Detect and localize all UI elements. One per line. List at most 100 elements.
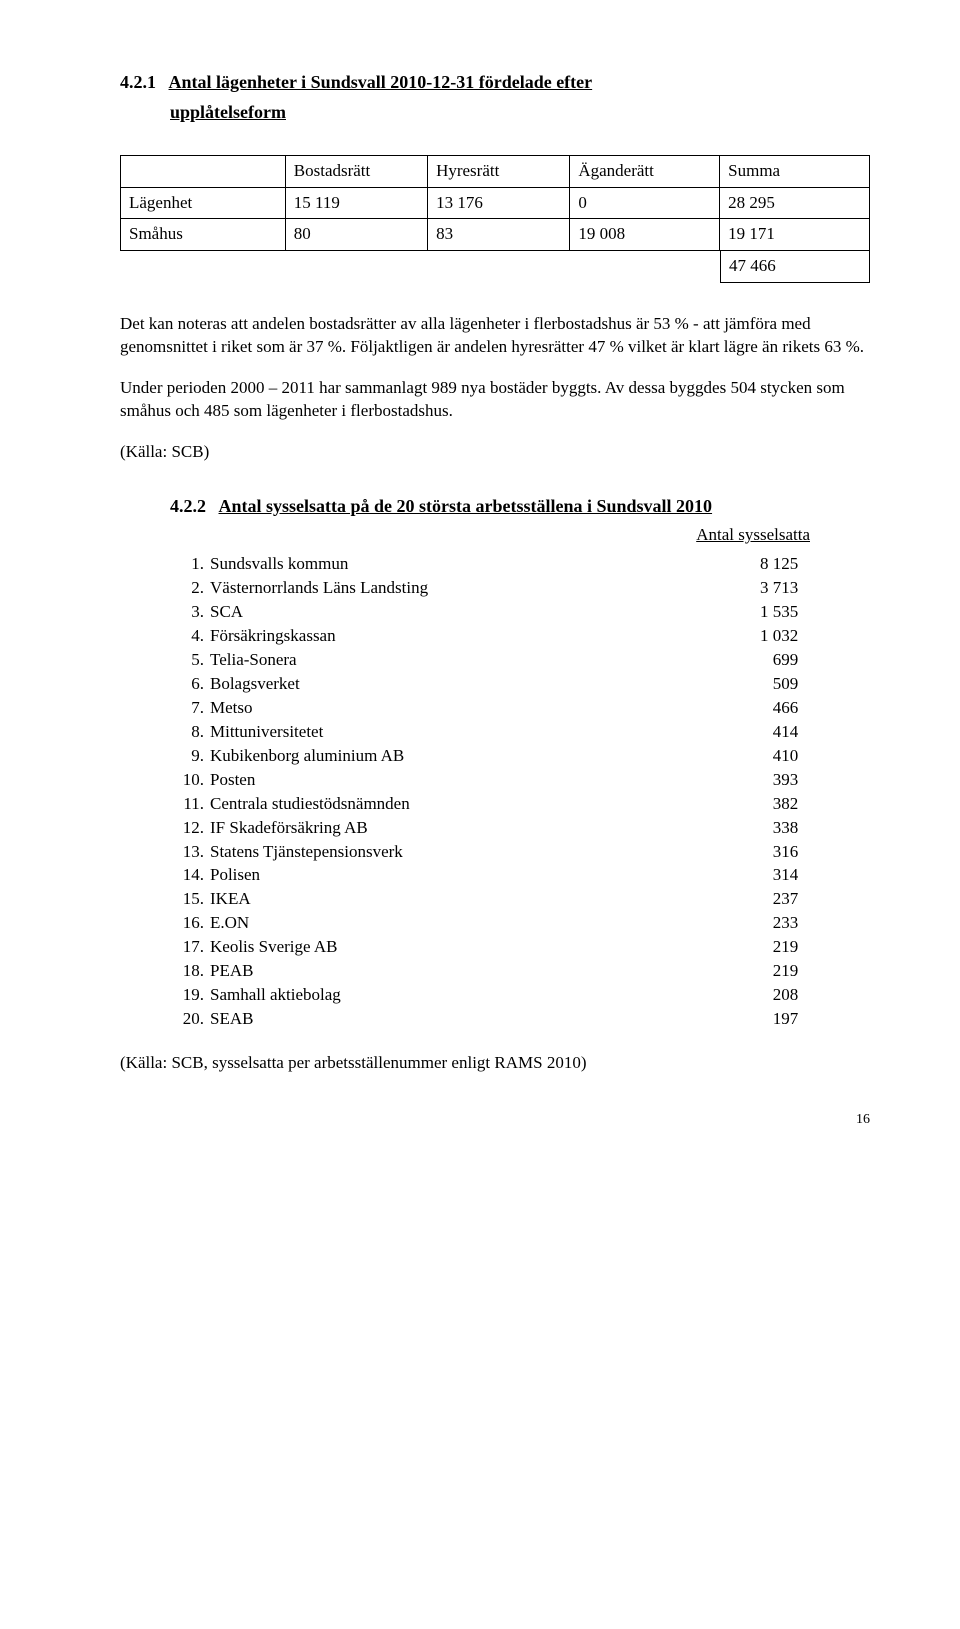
list-item: 13.Statens Tjänstepensionsverk 316 [170,841,870,865]
list-item: 20.SEAB 197 [170,1008,870,1032]
list-item-number: 1. [170,553,210,577]
list-item: 10.Posten 393 [170,769,870,793]
cell: 19 171 [720,219,870,251]
list-item: 7.Metso 466 [170,697,870,721]
list-item-value: 3 713 [760,577,870,601]
list-item-number: 10. [170,769,210,793]
list-item-value: 8 125 [760,553,870,577]
list-item-number: 4. [170,625,210,649]
list-item-name: Posten [210,769,760,793]
list-item-name: Försäkringskassan [210,625,760,649]
list-item: 11.Centrala studiestödsnämnden 382 [170,793,870,817]
list-item-value: 338 [760,817,870,841]
list-item: 9.Kubikenborg aluminium AB 410 [170,745,870,769]
cell: Småhus [121,219,286,251]
source-note: (Källa: SCB) [120,441,870,464]
list-item-name: Samhall aktiebolag [210,984,760,1008]
list-item: 19.Samhall aktiebolag 208 [170,984,870,1008]
list-item-name: PEAB [210,960,760,984]
total-row: 47 466 [120,251,870,283]
heading-text-line2: upplåtelseform [170,102,286,122]
list-item: 1.Sundsvalls kommun8 125 [170,553,870,577]
list-item: 16.E.ON 233 [170,912,870,936]
list-item-name: Mittuniversitetet [210,721,760,745]
list-item-value: 314 [760,864,870,888]
th-aganderatt: Äganderätt [570,155,720,187]
th-summa: Summa [720,155,870,187]
section-heading-1-line2: upplåtelseform [120,100,870,124]
list-item-value: 197 [760,1008,870,1032]
list-item-number: 11. [170,793,210,817]
list-item-name: Statens Tjänstepensionsverk [210,841,760,865]
list-item-number: 19. [170,984,210,1008]
cell: 13 176 [428,187,570,219]
cell: 0 [570,187,720,219]
list-item-value: 393 [760,769,870,793]
cell: 15 119 [285,187,427,219]
cell: 83 [428,219,570,251]
source-note-2: (Källa: SCB, sysselsatta per arbetsställ… [120,1052,870,1075]
list-item-number: 2. [170,577,210,601]
page-number: 16 [120,1111,870,1130]
list-item-number: 20. [170,1008,210,1032]
list-item-number: 8. [170,721,210,745]
list-item-name: IKEA [210,888,760,912]
list-item-name: Kubikenborg aluminium AB [210,745,760,769]
list-item-name: Centrala studiestödsnämnden [210,793,760,817]
total-cell: 47 466 [720,251,870,283]
list-item-value: 509 [760,673,870,697]
list-item: 15.IKEA 237 [170,888,870,912]
list-item-value: 1 032 [760,625,870,649]
table-header-row: Bostadsrätt Hyresrätt Äganderätt Summa [121,155,870,187]
list-item-name: SCA [210,601,760,625]
employer-list: 1.Sundsvalls kommun8 1252.Västernorrland… [120,553,870,1032]
list-item-number: 9. [170,745,210,769]
list-item-number: 6. [170,673,210,697]
list-item: 5.Telia-Sonera 699 [170,649,870,673]
heading-num: 4.2.2 [170,496,206,516]
th-blank [121,155,286,187]
list-item: 17.Keolis Sverige AB 219 [170,936,870,960]
list-item-name: Metso [210,697,760,721]
list-item-name: SEAB [210,1008,760,1032]
list-item: 18.PEAB 219 [170,960,870,984]
list-item-number: 18. [170,960,210,984]
list-item: 12.IF Skadeförsäkring AB 338 [170,817,870,841]
section-heading-1: 4.2.1 Antal lägenheter i Sundsvall 2010-… [120,70,870,94]
list-item-value: 382 [760,793,870,817]
list-item-number: 13. [170,841,210,865]
list-item: 4.Försäkringskassan1 032 [170,625,870,649]
th-hyresratt: Hyresrätt [428,155,570,187]
list-item-number: 7. [170,697,210,721]
list-item-value: 233 [760,912,870,936]
cell: 28 295 [720,187,870,219]
list-item-name: Polisen [210,864,760,888]
housing-table: Bostadsrätt Hyresrätt Äganderätt Summa L… [120,155,870,252]
list-item-value: 219 [760,960,870,984]
list-item-value: 410 [760,745,870,769]
list-item-number: 14. [170,864,210,888]
list-item-name: IF Skadeförsäkring AB [210,817,760,841]
list-item-name: Telia-Sonera [210,649,760,673]
list-item-value: 237 [760,888,870,912]
list-item-value: 316 [760,841,870,865]
list-item-name: E.ON [210,912,760,936]
table-row: Småhus 80 83 19 008 19 171 [121,219,870,251]
th-bostadsratt: Bostadsrätt [285,155,427,187]
paragraph: Det kan noteras att andelen bostadsrätte… [120,313,870,359]
heading-text: Antal lägenheter i Sundsvall 2010-12-31 … [169,72,593,92]
list-item-value: 699 [760,649,870,673]
list-item-number: 15. [170,888,210,912]
cell: Lägenhet [121,187,286,219]
list-item: 8.Mittuniversitetet 414 [170,721,870,745]
list-item-value: 208 [760,984,870,1008]
col-header-employed: Antal sysselsatta [696,524,810,547]
heading-text: Antal sysselsatta på de 20 största arbet… [219,496,713,516]
table-row: Lägenhet 15 119 13 176 0 28 295 [121,187,870,219]
list-item-number: 3. [170,601,210,625]
list-item-value: 414 [760,721,870,745]
housing-table-wrap: Bostadsrätt Hyresrätt Äganderätt Summa L… [120,155,870,284]
list-item: 14.Polisen 314 [170,864,870,888]
list-item-name: Västernorrlands Läns Landsting [210,577,760,601]
list-item: 6.Bolagsverket 509 [170,673,870,697]
